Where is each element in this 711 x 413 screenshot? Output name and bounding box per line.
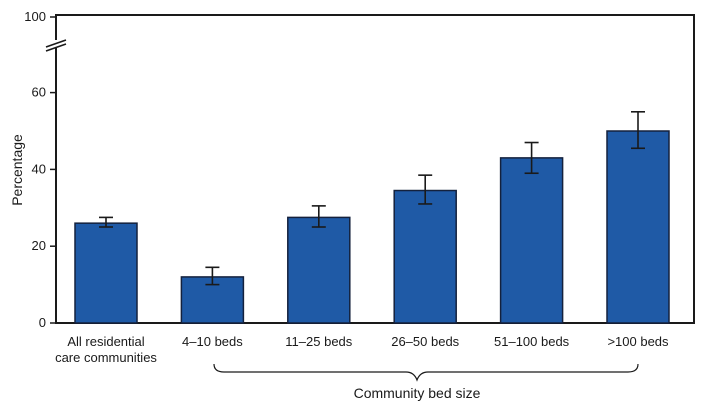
category-label: 11–25 beds (285, 334, 352, 349)
category-label: >100 beds (607, 334, 669, 349)
bed-size-brace (213, 363, 639, 382)
category-label: care communities (55, 350, 157, 365)
category-label: 4–10 beds (182, 334, 243, 349)
axis-break-marks (45, 39, 67, 52)
bar (393, 189, 457, 324)
y-axis-title: Percentage (9, 134, 25, 206)
y-tick-label: 40 (32, 161, 46, 176)
bar (287, 216, 351, 324)
y-tick-label: 20 (32, 238, 46, 253)
category-label: All residential (67, 334, 144, 349)
bar (74, 222, 138, 324)
category-label: 51–100 beds (494, 334, 570, 349)
plot-frame (55, 14, 695, 324)
y-tick-label: 60 (32, 85, 46, 100)
x-axis-title: Community bed size (354, 385, 481, 401)
bar (606, 130, 670, 324)
y-tick-label: 100 (24, 9, 46, 24)
y-tick-label: 0 (39, 315, 46, 330)
bar (499, 157, 564, 324)
category-label: 26–50 beds (391, 334, 459, 349)
